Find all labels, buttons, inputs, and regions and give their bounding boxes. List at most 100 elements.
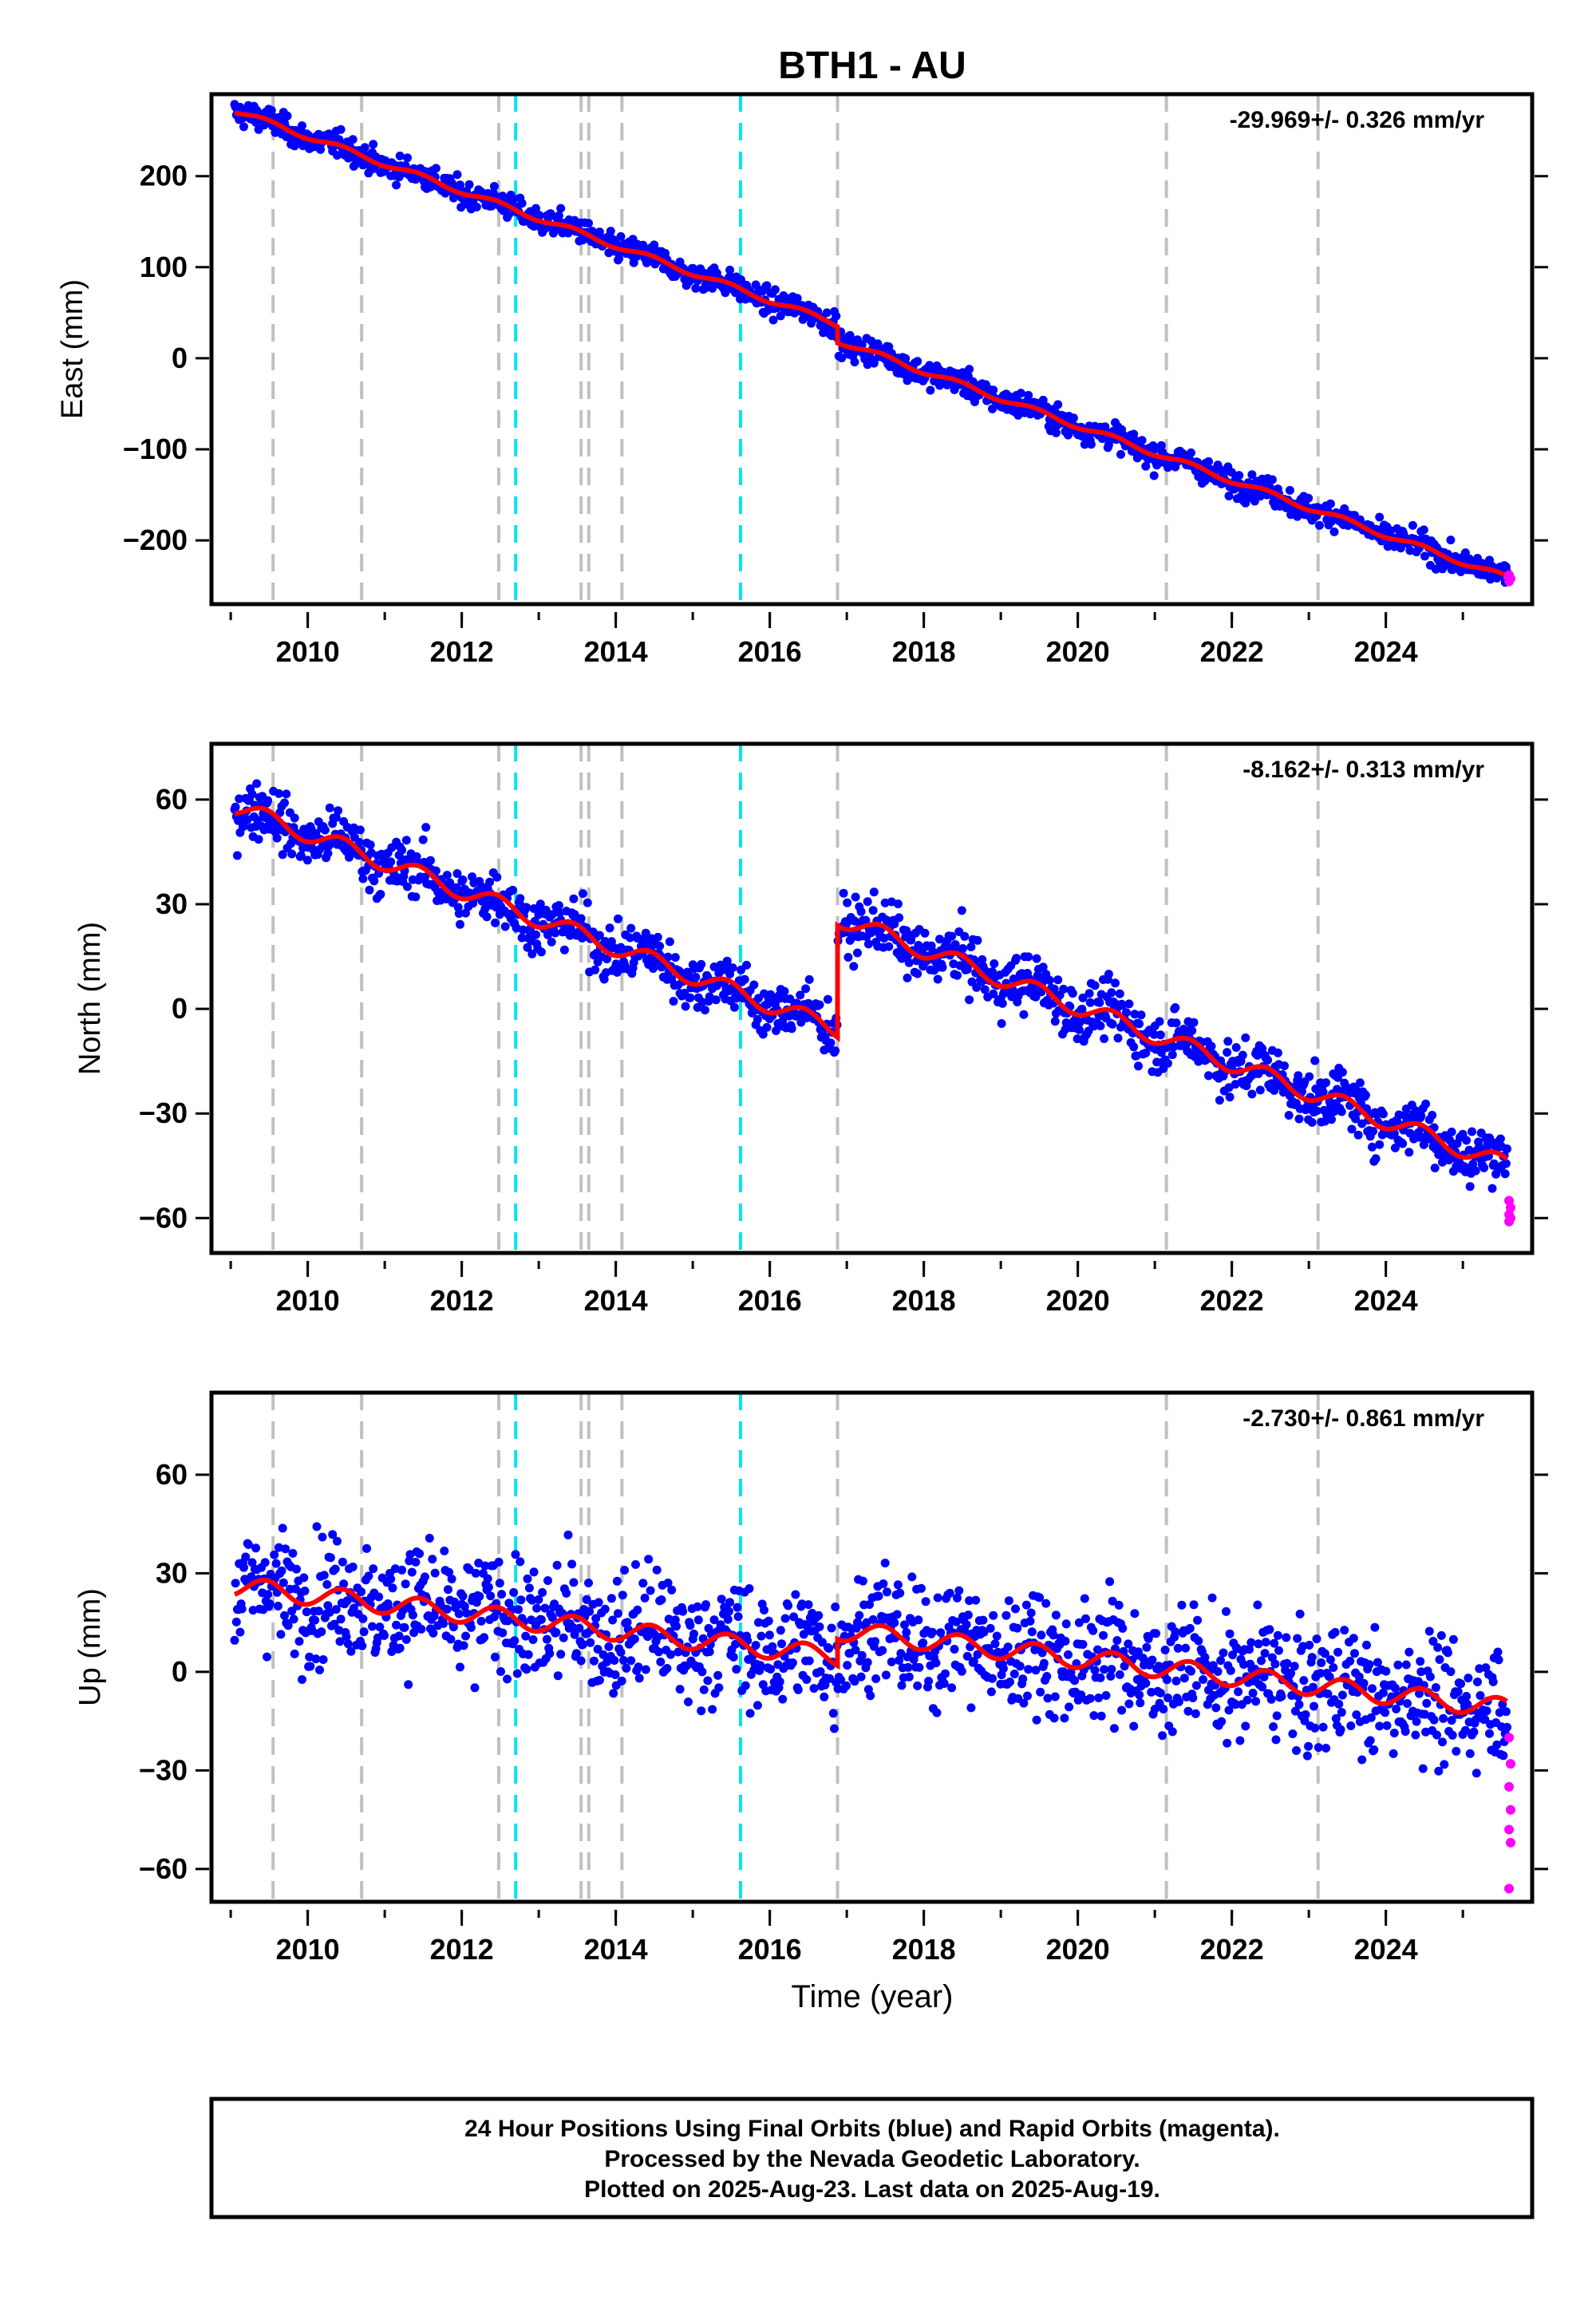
data-point <box>778 1694 788 1704</box>
data-point <box>650 240 659 250</box>
data-point <box>986 1687 996 1697</box>
data-point <box>933 974 942 984</box>
data-point <box>551 1628 561 1637</box>
data-point <box>1223 1037 1233 1046</box>
data-point <box>239 122 248 132</box>
data-point <box>504 1616 513 1626</box>
x-tick-label: 2018 <box>892 1284 956 1317</box>
data-point <box>1392 1704 1401 1713</box>
data-point <box>1359 1678 1369 1688</box>
data-point <box>1134 1647 1143 1657</box>
data-point <box>365 840 375 850</box>
data-point <box>1416 1111 1426 1120</box>
data-point <box>1173 1643 1183 1653</box>
data-point <box>1247 1089 1257 1099</box>
data-point <box>276 1630 286 1639</box>
data-point <box>1254 1639 1263 1649</box>
x-tick-label: 2018 <box>892 635 956 668</box>
data-point <box>869 887 879 897</box>
data-point <box>989 1611 998 1620</box>
data-point <box>890 1618 899 1627</box>
data-point <box>1501 1159 1511 1168</box>
data-point <box>634 1662 643 1672</box>
data-point <box>878 1646 887 1655</box>
data-point <box>535 211 544 220</box>
data-point <box>1382 1721 1392 1730</box>
footnote-box: 24 Hour Positions Using Final Orbits (bl… <box>209 2097 1535 2219</box>
data-point <box>1263 1055 1273 1065</box>
data-point <box>770 285 780 294</box>
data-point <box>446 1634 456 1644</box>
data-point <box>772 1026 780 1035</box>
data-point <box>475 1591 484 1601</box>
data-point <box>1231 1700 1240 1709</box>
data-point <box>633 1605 642 1614</box>
data-point <box>1389 1749 1398 1758</box>
data-point <box>1171 1018 1181 1028</box>
data-point <box>1148 1655 1157 1665</box>
data-point <box>1432 1730 1441 1740</box>
data-point <box>1435 1655 1444 1664</box>
data-point <box>1120 1662 1129 1671</box>
data-point <box>663 1579 673 1587</box>
data-point <box>1353 1130 1363 1140</box>
data-point <box>847 933 856 943</box>
data-point <box>1223 1048 1232 1057</box>
data-point <box>753 1701 762 1710</box>
data-point <box>850 358 859 367</box>
data-point <box>230 1635 239 1645</box>
data-point <box>1301 1710 1310 1719</box>
data-point <box>640 1593 650 1603</box>
data-point <box>1446 536 1456 545</box>
x-tick-label: 2014 <box>584 1933 648 1966</box>
data-point <box>1187 448 1195 457</box>
data-point <box>1375 1721 1385 1731</box>
data-point <box>1191 1681 1201 1690</box>
data-point <box>963 1611 973 1620</box>
data-point <box>863 1658 872 1667</box>
data-point <box>518 925 527 935</box>
data-point <box>1208 1661 1218 1670</box>
data-point <box>1421 1099 1431 1109</box>
data-point <box>559 1633 568 1642</box>
data-point <box>1501 1707 1511 1717</box>
data-point <box>1270 1659 1280 1669</box>
data-point <box>900 1620 909 1630</box>
data-point <box>693 1615 703 1625</box>
data-point <box>346 1646 356 1656</box>
data-point <box>1089 1711 1099 1721</box>
data-point <box>1141 1048 1151 1057</box>
data-point <box>1368 1142 1377 1152</box>
data-point <box>559 945 569 954</box>
data-point <box>907 1572 917 1582</box>
data-point <box>1415 1689 1424 1698</box>
data-point <box>540 1603 550 1613</box>
data-point <box>843 1661 852 1670</box>
data-point <box>1222 1607 1231 1616</box>
model-fit-line <box>233 1577 1508 1716</box>
velocity-label: -2.730+/- 0.861 mm/yr <box>1242 1405 1484 1432</box>
data-point <box>247 789 257 799</box>
data-point <box>263 796 273 805</box>
data-point <box>749 980 759 990</box>
data-point <box>965 995 974 1005</box>
data-point <box>510 1636 519 1646</box>
data-point <box>1270 1638 1279 1648</box>
data-point <box>1077 1690 1086 1700</box>
data-point <box>1308 1682 1317 1692</box>
data-point <box>1369 1745 1379 1754</box>
data-point <box>980 985 990 994</box>
data-point <box>1493 1647 1503 1657</box>
data-point <box>1266 1694 1276 1704</box>
y-tick-label: −60 <box>139 1852 188 1885</box>
data-point <box>931 1658 941 1668</box>
data-point <box>401 1579 410 1589</box>
data-point <box>732 1665 741 1674</box>
data-point <box>784 1601 793 1611</box>
data-point <box>801 984 811 994</box>
data-point <box>1200 476 1210 486</box>
data-point <box>333 1536 342 1546</box>
data-point <box>1258 1044 1267 1053</box>
x-tick-label: 2014 <box>584 635 648 668</box>
data-point <box>1476 1691 1485 1700</box>
